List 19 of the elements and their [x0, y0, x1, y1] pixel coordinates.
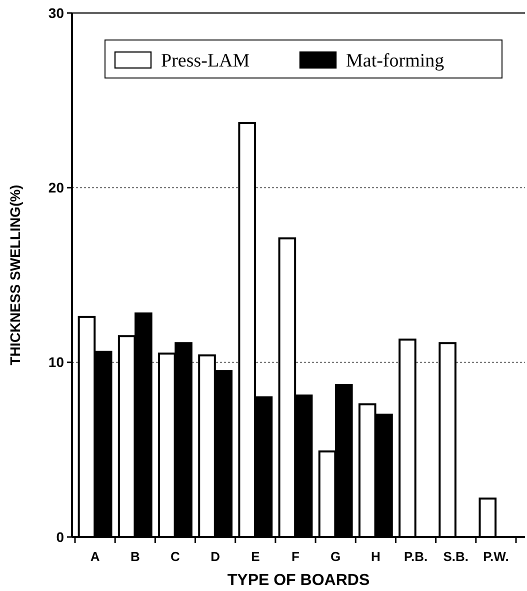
x-tick-label: E: [251, 549, 260, 564]
x-tick-label: P.W.: [483, 549, 509, 564]
x-tick-label: A: [90, 549, 100, 564]
y-tick-label: 30: [48, 4, 64, 21]
x-tick-label: C: [170, 549, 181, 564]
y-tick-label: 20: [48, 180, 64, 196]
x-tick-label: H: [370, 549, 380, 564]
x-tick-label: F: [292, 549, 300, 564]
x-tick-label: D: [210, 549, 220, 564]
legend-label: Press-LAM: [161, 50, 250, 72]
y-tick-label: 10: [48, 354, 64, 370]
x-axis-title: TYPE OF BOARDS: [227, 572, 370, 589]
x-tick-label: B: [130, 549, 140, 564]
x-tick-label: G: [330, 549, 341, 564]
y-axis-title: THICKNESS SWELLING(%): [7, 184, 23, 366]
y-tick-label: 0: [56, 528, 64, 545]
legend-label: Mat-forming: [346, 50, 445, 72]
x-tick-label: S.B.: [443, 549, 469, 564]
x-tick-label: P.B.: [404, 549, 428, 564]
